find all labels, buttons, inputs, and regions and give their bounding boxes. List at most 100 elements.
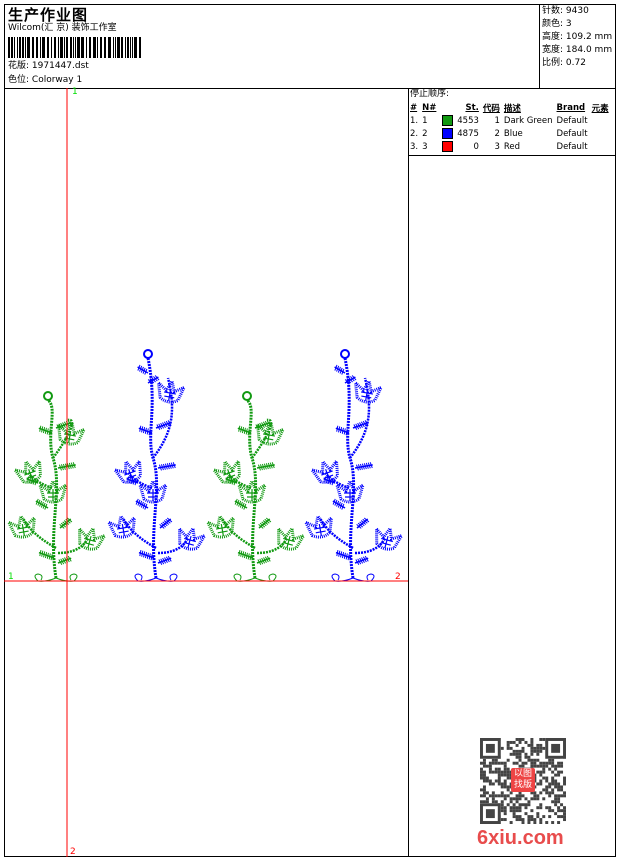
marker-top: 1 [72, 87, 78, 97]
colorway-label: 色位: [8, 75, 30, 85]
table-row: 2. 2 4875 2 Blue Default [410, 128, 588, 139]
company-name: Wilcom(汇 京) 装饰工作室 [8, 23, 117, 33]
leaf [352, 420, 369, 431]
leaf [55, 420, 72, 431]
leaf [344, 375, 357, 385]
leaf [138, 425, 153, 436]
leaf [256, 462, 275, 471]
leaf [159, 517, 173, 529]
color-swatch [442, 141, 454, 152]
leaf [258, 517, 272, 529]
color-swatch [442, 115, 454, 126]
barcode-bar [134, 37, 137, 58]
design-value: 1971447.dst [31, 61, 89, 71]
stem [146, 357, 159, 579]
barcode-bar [36, 37, 38, 58]
stat-scale: 比例: 0.72 [542, 58, 586, 68]
barcode-bar [47, 37, 49, 58]
divider [408, 88, 409, 857]
stat-colors: 颜色: 3 [542, 19, 572, 29]
branch [121, 472, 190, 555]
leaf [26, 476, 39, 486]
barcode-bar [64, 37, 65, 58]
leaf [59, 517, 73, 529]
qr-finder [485, 743, 495, 753]
barcode-bar [58, 37, 59, 58]
marker-left: 1 [8, 572, 14, 582]
bud [242, 391, 252, 401]
stat-stitches: 针数: 9430 [542, 6, 589, 16]
barcode [8, 37, 141, 58]
leaf [335, 549, 352, 561]
bell-flower [177, 524, 209, 551]
seal-logo: 以图找版 [511, 768, 535, 792]
bud [143, 349, 153, 359]
bell-flower [105, 512, 137, 539]
bud [43, 391, 53, 401]
colorway-value: Colorway 1 [31, 75, 83, 85]
leaf [323, 476, 336, 486]
bell-flower [236, 476, 268, 504]
barcode-bar [17, 37, 18, 58]
barcode-bar [86, 37, 87, 58]
barcode-bar [42, 37, 45, 58]
barcode-bar [115, 37, 116, 58]
leaf [38, 549, 55, 561]
leaf [135, 498, 149, 510]
stat-height: 高度: 109.2 mm [542, 32, 613, 42]
barcode-bar [60, 37, 63, 58]
barcode-bar [75, 37, 76, 58]
leaf [147, 375, 160, 385]
barcode-bar [77, 37, 80, 58]
barcode-bar [132, 37, 133, 58]
leaf [356, 517, 370, 529]
barcode-bar [81, 37, 84, 58]
leaf [334, 364, 346, 375]
barcode-bar [125, 37, 126, 58]
leaf [332, 498, 346, 510]
bell-flower [156, 377, 188, 404]
barcode-bar [25, 37, 26, 58]
barcode-bar [11, 37, 13, 58]
colorway: 色位: Colorway 1 [8, 75, 82, 86]
leaf [354, 555, 369, 566]
bell-flower [353, 377, 385, 404]
barcode-bar [22, 37, 24, 58]
leaf [57, 555, 72, 566]
page-title: 生产作业图 [8, 6, 89, 24]
barcode-bar [8, 37, 10, 58]
branch [318, 472, 387, 555]
leaf [138, 549, 155, 561]
leaf [137, 364, 149, 375]
qr-finder [485, 809, 495, 819]
barcode-bar [89, 37, 91, 58]
bell-flower [5, 512, 37, 539]
barcode-bar [70, 37, 72, 58]
embroidery-motif [5, 391, 109, 582]
barcode-bar [100, 37, 102, 58]
color-swatch [442, 128, 454, 139]
barcode-bar [139, 37, 141, 58]
barcode-bar [54, 37, 56, 58]
bell-flower [374, 524, 406, 551]
branch [220, 472, 289, 555]
embroidery-motif [204, 391, 308, 582]
barcode-bar [51, 37, 52, 58]
leaf [234, 498, 248, 510]
leaf [237, 425, 252, 436]
barcode-bar [93, 37, 96, 58]
color-table: # N# St. 代码 描述 Brand 元素 1. 1 4553 1 Dark… [408, 101, 611, 153]
barcode-bar [108, 37, 111, 58]
branch [21, 472, 90, 555]
divider [4, 88, 616, 89]
barcode-bar [130, 37, 131, 58]
barcode-bar [66, 37, 68, 58]
leaf [225, 476, 238, 486]
leaf [256, 555, 271, 566]
watermark-text: 6xiu.com [477, 827, 564, 849]
leaf [335, 425, 350, 436]
leaf [35, 498, 49, 510]
divider [408, 155, 616, 156]
leaf [354, 462, 373, 471]
design-file: 花版: 1971447.dst [8, 61, 89, 72]
